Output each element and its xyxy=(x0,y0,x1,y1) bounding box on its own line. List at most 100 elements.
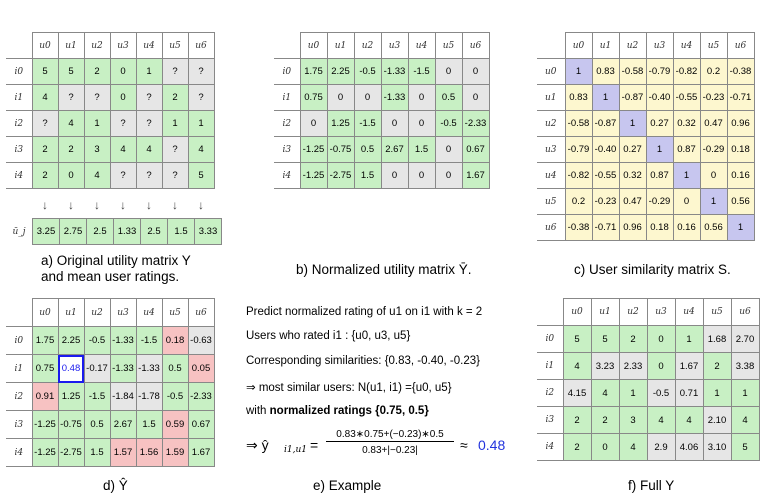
matrix-row: i2 0.91 1.25 -1.5 -1.84 -1.78 -0.5 -2.33 xyxy=(6,382,215,411)
column-header: u0 xyxy=(299,32,328,59)
matrix-cell: 0.67 xyxy=(187,410,215,439)
matrix-cell: ? xyxy=(135,84,163,111)
matrix-cell: -2.75 xyxy=(57,438,85,467)
matrix-cell: 3.10 xyxy=(702,433,732,461)
matrix-cell: 0 xyxy=(646,352,676,380)
row-header: u0 xyxy=(537,58,566,85)
matrix-cell: 1.56 xyxy=(135,438,163,467)
matrix-cell: ? xyxy=(161,136,189,163)
matrix-cell: 0.18 xyxy=(161,326,189,355)
row-header: i1 xyxy=(6,354,33,383)
matrix-cell: ? xyxy=(57,84,85,111)
matrix-cell: ? xyxy=(135,110,163,137)
column-header: u6 xyxy=(461,32,490,59)
matrix-cell: -0.17 xyxy=(83,354,111,383)
row-header: i3 xyxy=(537,406,564,434)
matrix-cell: 0.18 xyxy=(726,136,755,163)
matrix-cell: -0.58 xyxy=(564,110,593,137)
matrix-cell: -1.33 xyxy=(380,84,409,111)
row-header: u4 xyxy=(537,162,566,189)
matrix-cell: 0.27 xyxy=(618,136,647,163)
matrix-cell: -0.82 xyxy=(672,58,701,85)
matrix-cell: -2.75 xyxy=(326,162,355,189)
row-header: i1 xyxy=(537,352,564,380)
matrix-cell: -1.33 xyxy=(109,354,137,383)
column-header: u0 xyxy=(31,32,59,59)
matrix-row: u5 0.2 -0.23 0.47 -0.29 0 1 0.56 xyxy=(537,188,755,215)
column-header: u3 xyxy=(646,298,676,326)
matrix-cell: 2 xyxy=(31,136,59,163)
mean-cell: 2.5 xyxy=(86,218,114,245)
matrix-cell: 0 xyxy=(407,162,436,189)
matrix-cell: 0 xyxy=(461,58,490,85)
column-header: u3 xyxy=(109,298,137,327)
matrix-cell: -1.33 xyxy=(109,326,137,355)
matrix-row: i3 -1.25 -0.75 0.5 2.67 1.5 0 0.67 xyxy=(274,136,490,163)
matrix-row: i4 2 0 4??? 5 xyxy=(6,162,215,189)
matrix-cell: 0.32 xyxy=(672,110,701,137)
matrix-cell: 0 xyxy=(461,84,490,111)
matrix-cell: 0.56 xyxy=(699,214,728,241)
matrix-cell: 1 xyxy=(187,110,215,137)
example-line1: Predict normalized rating of u1 on i1 wi… xyxy=(246,306,483,318)
matrix-cell: -0.75 xyxy=(326,136,355,163)
matrix-cell: 1 xyxy=(135,58,163,85)
matrix-row: i4 -1.25 -2.75 1.5 0 0 0 1.67 xyxy=(274,162,490,189)
matrix-cell: 5 xyxy=(57,58,85,85)
matrix-cell: ? xyxy=(31,110,59,137)
matrix-cell: 2 xyxy=(618,325,648,353)
column-header: u1 xyxy=(57,298,85,327)
matrix-cell: 1.68 xyxy=(702,325,732,353)
predicted-normalized-matrix: u0 u1 u2 u3 u4 u5 u6 i0 1.75 2.25 -0.5 -1.33 -1.5 0.1… xyxy=(6,298,215,467)
matrix-cell: 5 xyxy=(730,433,760,461)
down-arrow-icon: ↓ xyxy=(42,198,48,212)
matrix-cell: 1.57 xyxy=(109,438,137,467)
matrix-cell: -2.33 xyxy=(187,382,215,411)
column-header: u2 xyxy=(83,298,111,327)
row-header: i2 xyxy=(274,110,301,137)
example-line5-bold: normalized ratings {0.75, 0.5} xyxy=(269,405,429,417)
matrix-cell: 0.32 xyxy=(618,162,647,189)
matrix-cell: -0.40 xyxy=(645,84,674,111)
matrix-cell: -0.5 xyxy=(161,382,189,411)
caption-a-line2: and mean user ratings. xyxy=(41,269,180,284)
formula-denominator: 0.83+|−0.23| xyxy=(362,445,418,456)
matrix-cell: 1.67 xyxy=(461,162,490,189)
matrix-cell: 3.23 xyxy=(590,352,620,380)
matrix-cell: 0.56 xyxy=(726,188,755,215)
matrix-cell: 4 xyxy=(109,136,137,163)
matrix-cell: -0.23 xyxy=(699,84,728,111)
corner-cell xyxy=(537,33,565,59)
matrix-cell: ? xyxy=(187,84,215,111)
matrix-cell: 3 xyxy=(83,136,111,163)
column-header: u6 xyxy=(187,32,215,59)
matrix-cell: -0.63 xyxy=(187,326,215,355)
matrix-cell: -0.23 xyxy=(591,188,620,215)
row-header: i1 xyxy=(6,84,33,111)
matrix-cell: 0.5 xyxy=(353,136,382,163)
matrix-cell: 4 xyxy=(674,406,704,434)
matrix-cell: 0.59 xyxy=(161,410,189,439)
row-header: u2 xyxy=(537,110,566,137)
matrix-cell: 0.83 xyxy=(591,58,620,85)
formula-equals: = xyxy=(310,437,319,453)
matrix-cell: 1.75 xyxy=(299,58,328,85)
matrix-cell: 1.59 xyxy=(161,438,189,467)
row-header: i4 xyxy=(6,162,33,189)
row-header: i0 xyxy=(274,58,301,85)
matrix-cell: 1 xyxy=(591,84,620,111)
matrix-cell: 4.06 xyxy=(674,433,704,461)
row-header: u5 xyxy=(537,188,566,215)
highlighted-prediction-cell: 0.48 xyxy=(57,354,85,383)
matrix-cell: 2.70 xyxy=(730,325,760,353)
down-arrow-icon: ↓ xyxy=(172,198,178,212)
matrix-cell: 1 xyxy=(564,58,593,85)
caption-d: d) Ŷ xyxy=(103,478,128,493)
column-header: u3 xyxy=(109,32,137,59)
matrix-cell: ? xyxy=(135,162,163,189)
matrix-row: i4 -1.25 -2.75 1.5 1.57 1.56 1.59 1.67 xyxy=(6,438,215,467)
caption-e: e) Example xyxy=(313,478,382,493)
matrix-row: u2 -0.58 -0.87 1 0.27 0.32 0.47 0.96 xyxy=(537,110,755,137)
matrix-row: i4 2 0 4 2.9 4.06 3.10 5 xyxy=(537,433,760,461)
formula-result: 0.48 xyxy=(478,437,506,453)
